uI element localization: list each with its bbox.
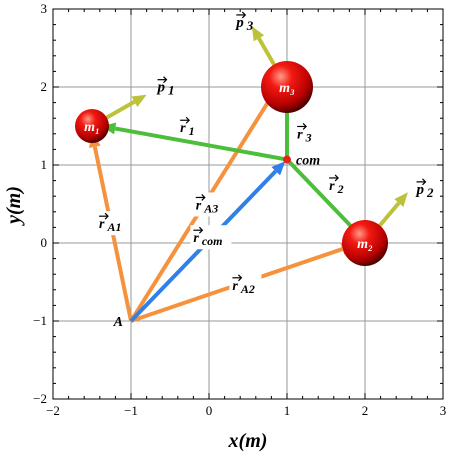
plot-frame: [52, 8, 444, 400]
x-tick-label: 2: [362, 403, 369, 418]
point-a-label: A: [113, 315, 123, 330]
axis-ticks: [52, 8, 444, 400]
x-axis-title: x(m): [228, 430, 268, 452]
y-tick-label: 0: [41, 235, 48, 250]
tick-labels: −2 −1 0 1 2 3 −2 −1 0 1 2 3: [33, 1, 446, 418]
mass-m3: m₃: [261, 61, 313, 113]
svg-text:rA2: r A2: [232, 279, 254, 296]
x-tick-label: −1: [124, 403, 138, 418]
label-r-a2: r A2: [229, 272, 262, 297]
y-tick-label: 1: [41, 157, 48, 172]
y-axis-title: y(m): [3, 186, 25, 226]
mass-m1: m₁: [75, 109, 109, 143]
plot-background: [53, 9, 443, 399]
y-tick-label: 2: [41, 79, 48, 94]
label-r-a3: r A3: [192, 192, 225, 217]
mass-m2: m₂: [342, 220, 388, 266]
x-tick-label: 1: [284, 403, 291, 418]
masses: m₁ m₂ m₃: [75, 61, 388, 266]
mass-label-m1: m₁: [84, 120, 100, 135]
label-r-com: r com: [190, 225, 232, 250]
com-label: com: [296, 154, 320, 169]
y-tick-label: −1: [33, 313, 47, 328]
x-tick-label: −2: [46, 403, 60, 418]
x-tick-label: 0: [206, 403, 213, 418]
com-point: [283, 155, 291, 164]
mass-label-m3: m₃: [279, 81, 295, 96]
y-tick-label: −2: [33, 391, 47, 406]
x-tick-label: 3: [440, 403, 447, 418]
svg-text:rA3: r A3: [196, 198, 218, 215]
svg-text:p1: p1: [156, 80, 175, 98]
label-r-a1: r A1: [96, 211, 129, 236]
y-tick-label: 3: [41, 1, 48, 16]
mass-label-m2: m₂: [357, 237, 373, 252]
svg-text:rA1: r A1: [99, 217, 121, 234]
